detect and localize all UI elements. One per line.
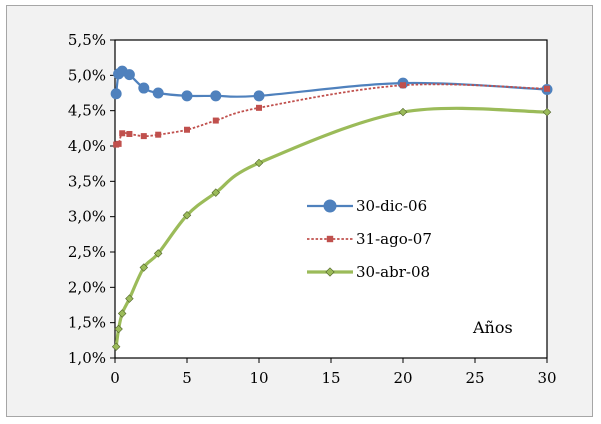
series-2 [113,82,550,148]
series-layer [110,65,553,351]
data-point [117,309,127,318]
y-tick-label: 3,5% [68,172,106,190]
y-tick-label: 3,0% [68,208,106,226]
data-point [184,126,190,133]
series-3 [111,106,552,351]
data-point [139,263,149,272]
data-point [542,107,552,117]
data-point [152,87,164,99]
legend-label: 30-dic-06 [356,197,427,215]
data-point [123,69,135,81]
data-point [326,235,334,243]
data-point [125,294,134,303]
x-tick-label: 10 [249,369,268,387]
data-point [256,104,262,111]
y-axis: 1,0% 1,5% 2,0% 2,5% 3,0% 3,5% 4,0% 4,5% 5,0% 5,5% [68,31,115,367]
data-point [253,90,265,102]
legend-label: 31-ago-07 [356,230,432,248]
data-point [119,130,126,137]
legend-label: 30-abr-08 [356,263,430,281]
y-tick-label: 5,0% [68,66,106,84]
data-point [544,85,550,92]
y-tick-label: 4,0% [68,137,106,155]
annotation-label: Años [472,318,513,337]
x-axis: 0 5 10 15 20 25 30 [110,358,557,387]
legend-entry: 30-abr-08 [307,263,430,281]
x-tick-label: 20 [393,369,412,387]
data-point [110,88,122,100]
legend-entry: 31-ago-07 [307,230,432,248]
y-tick-label: 1,0% [68,349,106,367]
x-tick-label: 5 [182,369,192,387]
data-point [140,133,147,140]
x-tick-label: 15 [321,369,340,387]
data-point [181,90,193,102]
data-point [212,117,219,124]
y-tick-label: 5,5% [68,31,106,49]
x-tick-label: 25 [465,369,484,387]
data-point [398,107,408,117]
data-point [323,199,337,213]
y-tick-label: 4,5% [68,102,106,120]
data-point [182,211,192,220]
data-point [211,188,221,197]
data-point [114,324,123,334]
data-point [126,130,133,137]
x-tick-label: 0 [110,369,120,387]
legend: 30-dic-06 31-ago-07 30-abr-08 [307,197,432,281]
data-point [153,249,163,258]
data-point [115,140,122,147]
data-point [111,342,121,351]
x-tick-label: 30 [537,369,556,387]
data-point [155,131,162,138]
y-tick-label: 2,5% [68,243,106,261]
data-point [138,82,150,94]
legend-entry: 30-dic-06 [307,197,427,215]
series-1 [110,65,553,102]
data-point [400,82,406,89]
y-tick-label: 1,5% [68,314,106,332]
data-point [210,90,222,102]
data-point [254,158,264,168]
data-point [325,267,335,277]
y-tick-label: 2,0% [68,278,106,296]
